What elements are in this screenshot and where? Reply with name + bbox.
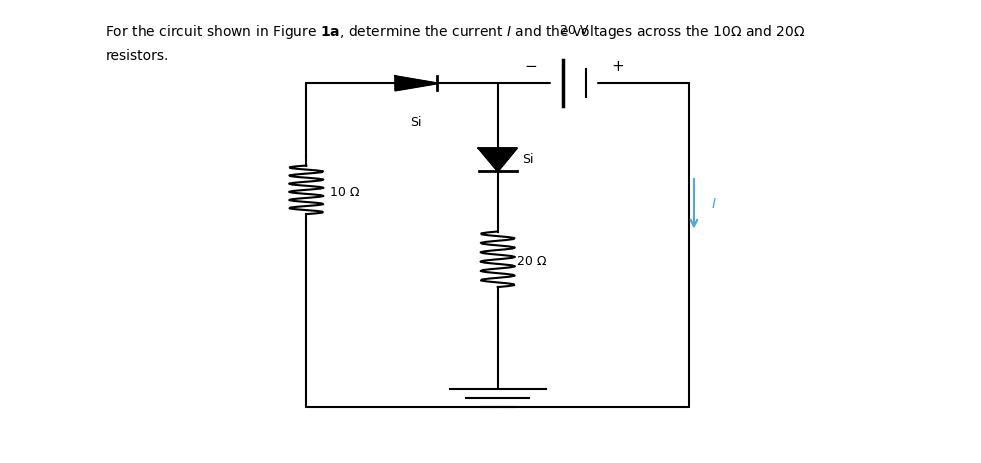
Text: Si: Si bbox=[411, 116, 422, 129]
Text: +: + bbox=[611, 59, 624, 74]
Text: −: − bbox=[525, 59, 538, 74]
Text: For the circuit shown in Figure $\mathbf{1a}$, determine the current $I$ and the: For the circuit shown in Figure $\mathbf… bbox=[105, 23, 805, 41]
Polygon shape bbox=[479, 148, 517, 171]
Text: 10 Ω: 10 Ω bbox=[331, 186, 360, 199]
Text: $I$: $I$ bbox=[711, 197, 717, 211]
Polygon shape bbox=[395, 76, 438, 90]
Text: 20 V: 20 V bbox=[560, 24, 589, 37]
Text: resistors.: resistors. bbox=[105, 49, 169, 63]
Text: Si: Si bbox=[522, 153, 533, 166]
Text: 20 Ω: 20 Ω bbox=[517, 255, 546, 268]
